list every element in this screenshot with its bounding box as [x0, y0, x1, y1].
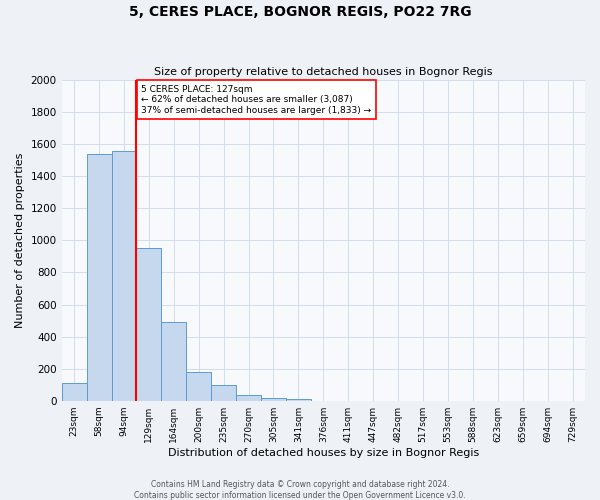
Y-axis label: Number of detached properties: Number of detached properties	[15, 152, 25, 328]
Bar	[62, 383, 86, 400]
X-axis label: Distribution of detached houses by size in Bognor Regis: Distribution of detached houses by size …	[168, 448, 479, 458]
Bar	[161, 322, 186, 400]
Bar	[211, 386, 236, 400]
Title: Size of property relative to detached houses in Bognor Regis: Size of property relative to detached ho…	[154, 66, 493, 76]
Bar	[261, 398, 286, 400]
Text: Contains HM Land Registry data © Crown copyright and database right 2024.
Contai: Contains HM Land Registry data © Crown c…	[134, 480, 466, 500]
Bar	[86, 154, 112, 400]
Bar	[136, 248, 161, 400]
Text: 5 CERES PLACE: 127sqm
← 62% of detached houses are smaller (3,087)
37% of semi-d: 5 CERES PLACE: 127sqm ← 62% of detached …	[142, 85, 371, 114]
Text: 5, CERES PLACE, BOGNOR REGIS, PO22 7RG: 5, CERES PLACE, BOGNOR REGIS, PO22 7RG	[128, 5, 472, 19]
Bar	[236, 395, 261, 400]
Bar	[112, 150, 136, 400]
Bar	[186, 372, 211, 400]
